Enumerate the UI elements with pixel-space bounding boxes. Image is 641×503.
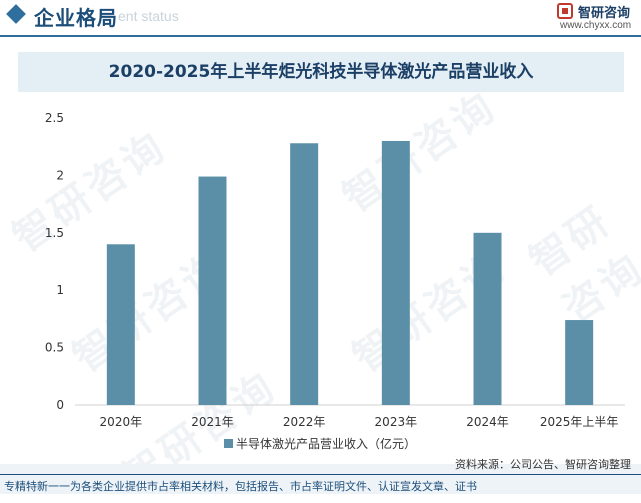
- x-tick-label: 2021年: [191, 415, 234, 429]
- bar-2: [198, 176, 227, 405]
- x-tick-label: 2024年: [466, 415, 509, 429]
- y-tick-label: 0: [56, 398, 64, 412]
- site-url: www.chyxx.com: [560, 20, 632, 31]
- y-tick-label: 2.5: [45, 111, 64, 125]
- y-tick-label: 1: [56, 283, 64, 297]
- chart-title-box: 2020-2025年上半年炬光科技半导体激光产品营业收入: [18, 52, 624, 92]
- y-tick-label: 1.5: [45, 226, 64, 240]
- legend-swatch: [224, 439, 233, 448]
- y-tick-label: 0.5: [45, 341, 64, 355]
- bar-6: [565, 320, 594, 405]
- legend-label: 半导体激光产品营业收入（亿元）: [236, 436, 416, 451]
- bar-1: [106, 244, 135, 405]
- footer-divider: [0, 474, 641, 475]
- x-tick-label: 2020年: [100, 415, 143, 429]
- x-tick-label: 2023年: [375, 415, 418, 429]
- x-tick-label: 2025年上半年: [540, 415, 619, 429]
- bar-4: [381, 140, 410, 405]
- brand-name: 智研咨询: [578, 6, 631, 21]
- bar-3: [290, 143, 319, 406]
- y-tick-label: 2: [56, 168, 64, 182]
- bar-5: [473, 232, 502, 405]
- header-divider: [0, 35, 641, 37]
- footer-bar: [0, 464, 641, 494]
- section-title: 企业格局: [34, 6, 118, 30]
- chart-title: 2020-2025年上半年炬光科技半导体激光产品营业收入: [108, 62, 534, 82]
- footer-slogan: 专精特新一一为各类企业提供市占率相关材料，包括报告、市占率证明文件、认证宣发文章…: [4, 480, 477, 493]
- logo-icon: [557, 3, 573, 19]
- header-bar: 企业格局 ent status 智研咨询 www.chyxx.com: [0, 0, 641, 36]
- footer-source: 资料来源：公司公告、智研咨询整理: [455, 458, 631, 471]
- section-subtitle: ent status: [118, 8, 179, 24]
- x-tick-label: 2022年: [283, 415, 326, 429]
